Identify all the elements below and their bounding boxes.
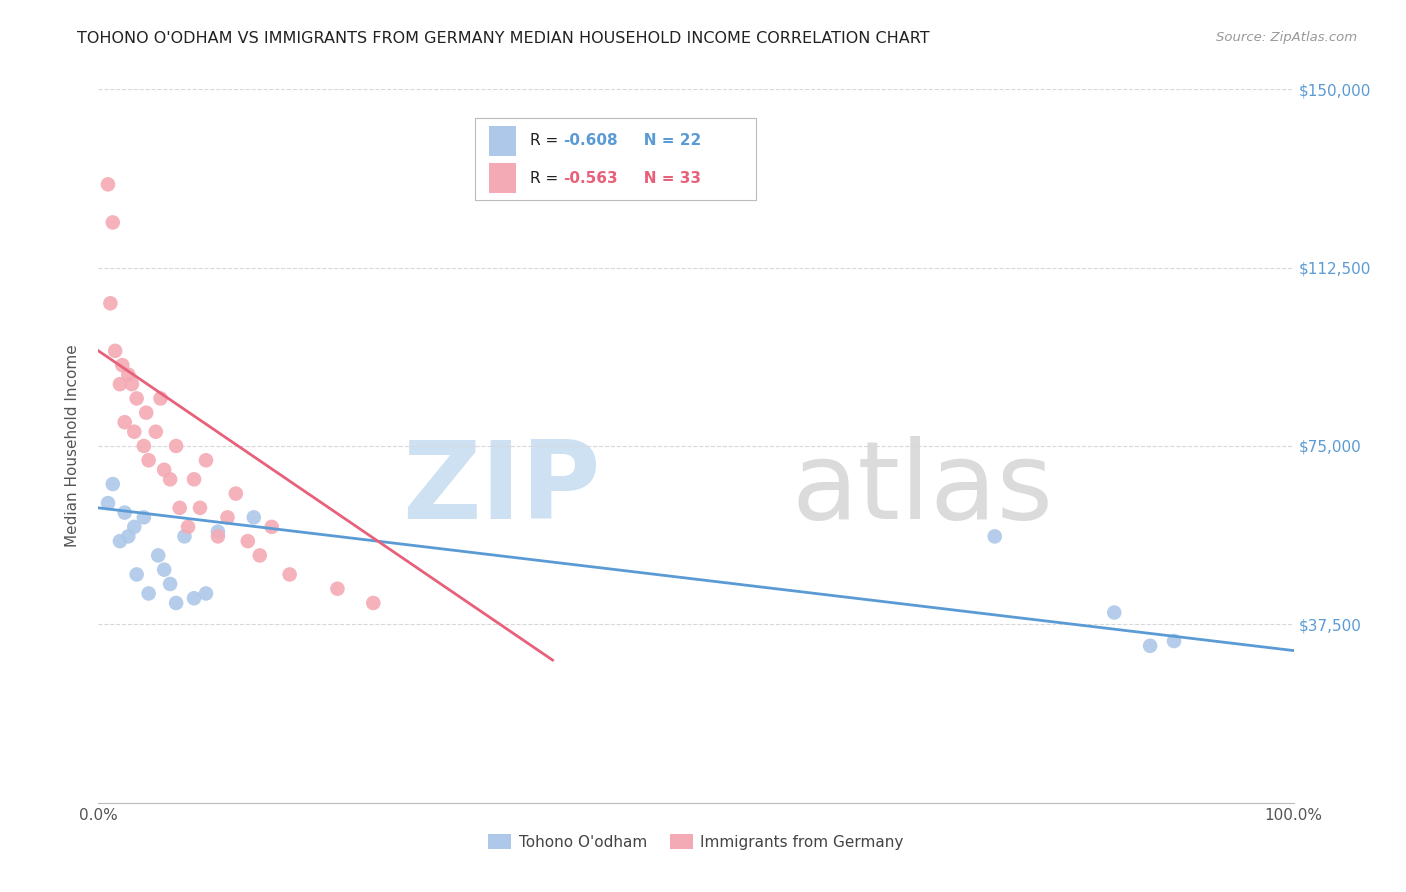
Point	[114, 506, 136, 520]
Point	[243, 510, 266, 524]
Point	[135, 406, 157, 420]
Point	[249, 549, 271, 563]
Point	[1163, 634, 1185, 648]
Point	[278, 567, 301, 582]
Point	[111, 358, 134, 372]
Point	[138, 586, 160, 600]
Point	[159, 472, 181, 486]
Point	[984, 529, 1007, 543]
FancyBboxPatch shape	[475, 118, 756, 200]
Text: -0.608: -0.608	[564, 133, 619, 148]
Text: atlas: atlas	[792, 436, 1053, 541]
Point	[149, 392, 172, 406]
Point	[125, 392, 148, 406]
Point	[97, 496, 120, 510]
FancyBboxPatch shape	[489, 126, 516, 156]
Point	[183, 591, 205, 606]
Point	[195, 586, 218, 600]
FancyBboxPatch shape	[489, 163, 516, 194]
Point	[195, 453, 218, 467]
Point	[173, 529, 195, 543]
Text: ZIP: ZIP	[402, 436, 600, 541]
Point	[165, 596, 187, 610]
Point	[125, 567, 148, 582]
Point	[207, 524, 229, 539]
Text: R =: R =	[530, 171, 562, 186]
Point	[177, 520, 200, 534]
Text: -0.563: -0.563	[564, 171, 619, 186]
Point	[153, 463, 176, 477]
Point	[153, 563, 176, 577]
Point	[145, 425, 167, 439]
Point	[1139, 639, 1161, 653]
Point	[121, 377, 143, 392]
Y-axis label: Median Household Income: Median Household Income	[65, 344, 80, 548]
Legend: Tohono O'odham, Immigrants from Germany: Tohono O'odham, Immigrants from Germany	[482, 828, 910, 855]
Point	[98, 296, 122, 310]
Text: TOHONO O'ODHAM VS IMMIGRANTS FROM GERMANY MEDIAN HOUSEHOLD INCOME CORRELATION CH: TOHONO O'ODHAM VS IMMIGRANTS FROM GERMAN…	[77, 31, 929, 46]
Point	[104, 343, 127, 358]
Point	[236, 534, 259, 549]
Point	[97, 178, 120, 192]
Point	[217, 510, 239, 524]
Point	[169, 500, 191, 515]
Point	[207, 529, 229, 543]
Point	[117, 529, 139, 543]
Text: R =: R =	[530, 133, 562, 148]
Text: Source: ZipAtlas.com: Source: ZipAtlas.com	[1216, 31, 1357, 45]
Point	[101, 477, 124, 491]
Point	[159, 577, 181, 591]
Point	[148, 549, 170, 563]
Point	[108, 377, 131, 392]
Point	[108, 534, 131, 549]
Point	[114, 415, 136, 429]
Point	[225, 486, 247, 500]
Point	[183, 472, 205, 486]
Point	[260, 520, 283, 534]
Point	[117, 368, 139, 382]
Point	[1104, 606, 1126, 620]
Point	[138, 453, 160, 467]
Point	[363, 596, 385, 610]
Point	[124, 425, 146, 439]
Point	[326, 582, 349, 596]
Point	[101, 215, 124, 229]
Point	[165, 439, 187, 453]
Text: N = 22: N = 22	[628, 133, 702, 148]
Point	[132, 439, 155, 453]
Point	[188, 500, 211, 515]
Point	[132, 510, 155, 524]
Point	[124, 520, 146, 534]
Text: N = 33: N = 33	[628, 171, 700, 186]
